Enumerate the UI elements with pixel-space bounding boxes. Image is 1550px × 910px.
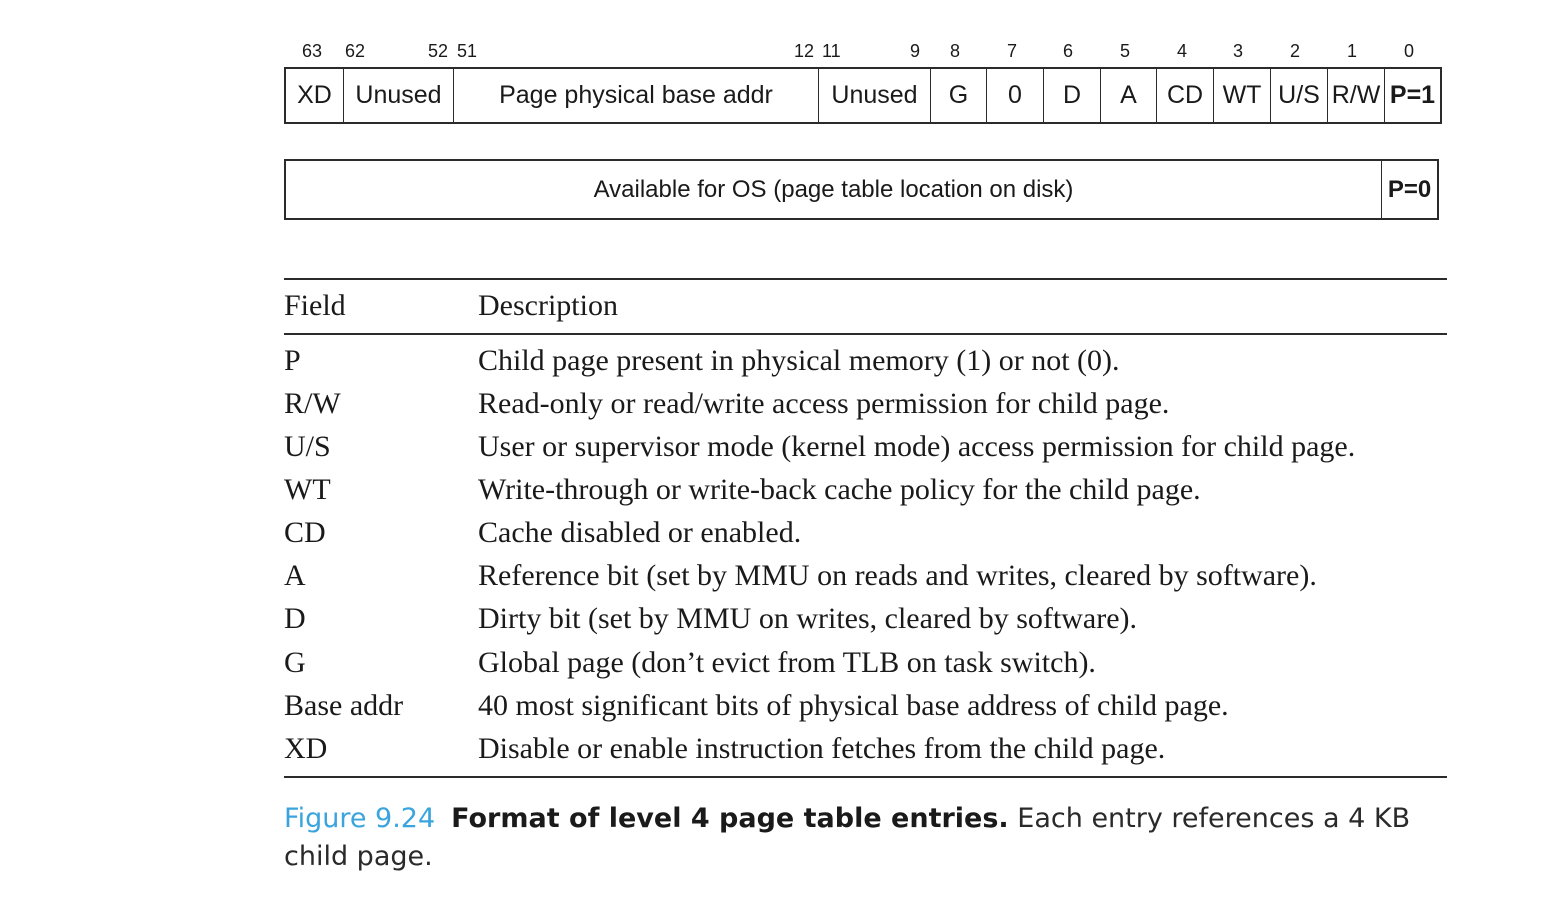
table-row: D Dirty bit (set by MMU on writes, clear…: [284, 597, 1447, 640]
field-description: Cache disabled or enabled.: [478, 516, 802, 549]
bit-number: 6: [1063, 41, 1074, 61]
pte-field-unused-low: Unused: [819, 69, 931, 122]
figure-title: Format of level 4 page table entries.: [451, 803, 1009, 834]
os-available-field: Available for OS (page table location on…: [286, 161, 1382, 218]
field-description: Write-through or write-back cache policy…: [478, 473, 1201, 506]
bit-number: 9: [910, 41, 921, 61]
bit-number: 11: [822, 41, 841, 61]
header-description: Description: [478, 289, 618, 322]
table-row: A Reference bit (set by MMU on reads and…: [284, 554, 1447, 597]
pte-field-wt: WT: [1214, 69, 1271, 122]
table-row: XD Disable or enable instruction fetches…: [284, 727, 1447, 770]
field-name: R/W: [284, 387, 341, 420]
bit-number: 2: [1290, 41, 1301, 61]
bit-number: 5: [1120, 41, 1131, 61]
field-name: G: [284, 646, 306, 679]
field-name: A: [284, 559, 306, 592]
field-description: User or supervisor mode (kernel mode) ac…: [478, 430, 1356, 463]
field-name: WT: [284, 473, 331, 506]
table-row: R/W Read-only or read/write access permi…: [284, 382, 1447, 425]
bit-number: 52: [428, 41, 449, 61]
bit-number: 51: [457, 41, 478, 61]
pte-field-base-addr: Page physical base addr: [454, 69, 819, 122]
header-field: Field: [284, 289, 346, 322]
table-row: U/S User or supervisor mode (kernel mode…: [284, 425, 1447, 468]
bit-number: 0: [1404, 41, 1415, 61]
table-row: G Global page (don’t evict from TLB on t…: [284, 641, 1447, 684]
table-row: P Child page present in physical memory …: [284, 339, 1447, 382]
table-header: Field Description: [284, 284, 1447, 327]
pte-field-cd: CD: [1157, 69, 1214, 122]
field-name: U/S: [284, 430, 331, 463]
bit-number: 63: [302, 41, 323, 61]
pte-field-us: U/S: [1271, 69, 1328, 122]
pte-present-format: XD Unused Page physical base addr Unused…: [284, 67, 1442, 124]
field-name: P: [284, 344, 301, 377]
pte-field-p1: P=1: [1389, 81, 1436, 109]
pte-field-xd: XD: [286, 69, 344, 122]
pte-field-zero: 0: [987, 69, 1044, 122]
bit-number: 8: [950, 41, 961, 61]
pte-field-d: D: [1044, 69, 1101, 122]
figure-text: Each entry references a 4 KB child page.: [284, 803, 1411, 872]
field-name: XD: [284, 732, 328, 765]
bit-number: 1: [1347, 41, 1358, 61]
bit-number: 62: [345, 41, 366, 61]
pte-field-a: A: [1101, 69, 1157, 122]
table-header-rule: [284, 333, 1447, 335]
table-top-rule: [284, 278, 1447, 280]
field-name: CD: [284, 516, 326, 549]
field-description: Read-only or read/write access permissio…: [478, 387, 1170, 420]
bit-number: 3: [1233, 41, 1244, 61]
field-description: Reference bit (set by MMU on reads and w…: [478, 559, 1317, 592]
figure-label: Figure 9.24: [284, 803, 436, 834]
pte-field-p0: P=0: [1387, 175, 1432, 203]
table-row: Base addr 40 most significant bits of ph…: [284, 684, 1447, 727]
table-row: WT Write-through or write-back cache pol…: [284, 468, 1447, 511]
pte-field-unused-high: Unused: [344, 69, 454, 122]
bit-number: 12: [794, 41, 815, 61]
table-row: CD Cache disabled or enabled.: [284, 511, 1447, 554]
field-description: Child page present in physical memory (1…: [478, 344, 1120, 377]
pte-field-g: G: [931, 69, 987, 122]
field-description: Global page (don’t evict from TLB on tas…: [478, 646, 1096, 679]
figure-caption: Figure 9.24 Format of level 4 page table …: [284, 800, 1444, 876]
field-name: D: [284, 602, 306, 635]
field-description: 40 most significant bits of physical bas…: [478, 689, 1229, 722]
pte-field-rw: R/W: [1328, 69, 1385, 122]
field-name: Base addr: [284, 689, 404, 722]
field-description: Dirty bit (set by MMU on writes, cleared…: [478, 602, 1138, 635]
field-description: Disable or enable instruction fetches fr…: [478, 732, 1166, 765]
table-bottom-rule: [284, 776, 1447, 778]
bit-number: 4: [1177, 41, 1188, 61]
pte-absent-format: Available for OS (page table location on…: [284, 159, 1439, 220]
bit-number: 7: [1007, 41, 1018, 61]
